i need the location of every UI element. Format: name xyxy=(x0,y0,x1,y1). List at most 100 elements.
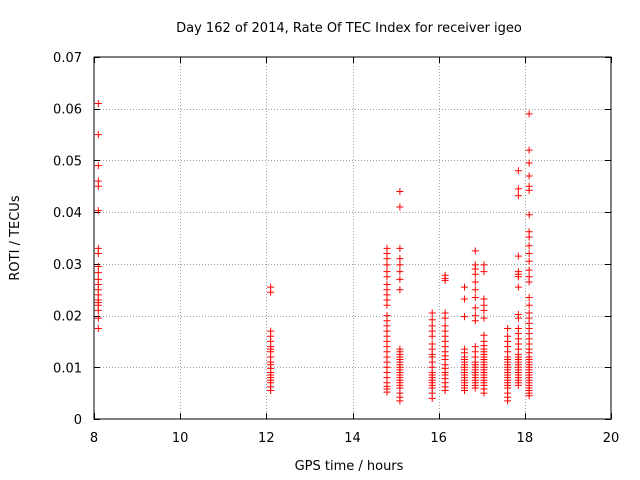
data-point xyxy=(428,394,436,402)
data-point xyxy=(480,389,488,397)
data-point xyxy=(471,286,479,294)
data-point xyxy=(471,278,479,286)
y-tick-labels: 0 0.01 0.02 0.03 0.04 0.05 0.06 0.07 xyxy=(53,51,82,428)
data-point xyxy=(94,269,102,277)
data-point xyxy=(514,314,522,322)
y-tick-label: 0.01 xyxy=(53,361,82,376)
data-point xyxy=(525,278,533,286)
x-tick-label: 10 xyxy=(172,431,189,446)
x-tick-label: 20 xyxy=(603,431,620,446)
data-point xyxy=(94,325,102,332)
data-point xyxy=(525,211,533,219)
data-point xyxy=(471,293,479,301)
data-point xyxy=(94,207,102,215)
y-tick-label: 0.02 xyxy=(53,310,82,325)
data-point xyxy=(514,167,522,175)
data-point xyxy=(525,146,533,154)
data-point xyxy=(94,131,102,139)
data-point xyxy=(441,387,449,395)
data-point xyxy=(514,283,522,291)
x-tick-label: 8 xyxy=(90,431,98,446)
x-tick-label: 12 xyxy=(258,431,275,446)
data-point xyxy=(428,332,436,340)
data-point xyxy=(396,397,404,405)
data-point xyxy=(94,262,102,270)
chart-title: Day 162 of 2014, Rate Of TEC Index for r… xyxy=(176,21,522,36)
y-tick-label: 0 xyxy=(74,413,82,428)
data-point xyxy=(383,261,391,269)
data-point xyxy=(396,275,404,283)
data-point xyxy=(471,304,479,312)
data-point xyxy=(383,388,391,396)
data-point xyxy=(525,293,533,301)
data-point xyxy=(94,306,102,314)
data-point xyxy=(461,387,469,395)
data-point xyxy=(525,392,533,400)
data-point xyxy=(383,255,391,263)
data-point xyxy=(461,295,469,303)
y-tick-label: 0.06 xyxy=(53,103,82,118)
data-point xyxy=(396,255,404,263)
data-point xyxy=(525,172,533,180)
data-point xyxy=(525,110,533,118)
data-point xyxy=(514,273,522,281)
y-tick-label: 0.03 xyxy=(53,258,82,273)
data-point xyxy=(396,187,404,195)
data-point xyxy=(480,306,488,314)
x-tick-label: 18 xyxy=(517,431,534,446)
data-point xyxy=(525,257,533,265)
data-point xyxy=(504,397,512,405)
data-point xyxy=(514,185,522,193)
data-point xyxy=(525,242,533,250)
data-point xyxy=(504,325,512,332)
x-axis-label: GPS time / hours xyxy=(295,459,404,474)
data-point xyxy=(267,387,275,395)
data-point xyxy=(480,331,488,339)
data-point xyxy=(428,309,436,317)
data-point xyxy=(383,273,391,281)
data-point xyxy=(461,313,469,321)
data-point xyxy=(461,283,469,291)
data-point xyxy=(525,266,533,274)
data-point xyxy=(480,261,488,269)
data-point xyxy=(480,295,488,303)
x-tick-label: 14 xyxy=(344,431,361,446)
data-point xyxy=(525,233,533,241)
data-points xyxy=(94,100,533,405)
data-point xyxy=(94,182,102,190)
data-point xyxy=(471,247,479,255)
data-point xyxy=(514,192,522,200)
x-tick-label: 16 xyxy=(430,431,447,446)
y-tick-label: 0.07 xyxy=(53,51,82,66)
data-point xyxy=(441,314,449,322)
y-axis-label: ROTI / TECUs xyxy=(8,195,23,280)
data-point xyxy=(525,186,533,194)
axis-ticks xyxy=(94,57,612,420)
data-point xyxy=(471,384,479,392)
data-point xyxy=(94,314,102,322)
data-point xyxy=(94,100,102,108)
data-point xyxy=(525,250,533,258)
data-point xyxy=(471,317,479,325)
data-point xyxy=(396,286,404,294)
y-tick-label: 0.05 xyxy=(53,154,82,169)
data-point xyxy=(396,244,404,252)
data-point xyxy=(94,250,102,258)
data-point xyxy=(480,268,488,276)
data-point xyxy=(480,314,488,322)
data-point xyxy=(267,288,275,296)
data-point xyxy=(525,159,533,167)
data-point xyxy=(383,301,391,309)
data-point xyxy=(514,252,522,260)
data-point xyxy=(396,261,404,269)
x-tick-labels: 8 10 12 14 16 18 20 xyxy=(90,431,619,446)
data-point xyxy=(514,381,522,389)
data-point xyxy=(525,301,533,309)
data-point xyxy=(471,270,479,278)
data-point xyxy=(94,162,102,170)
plot-border xyxy=(93,56,612,420)
data-point xyxy=(428,316,436,324)
y-tick-label: 0.04 xyxy=(53,206,82,221)
